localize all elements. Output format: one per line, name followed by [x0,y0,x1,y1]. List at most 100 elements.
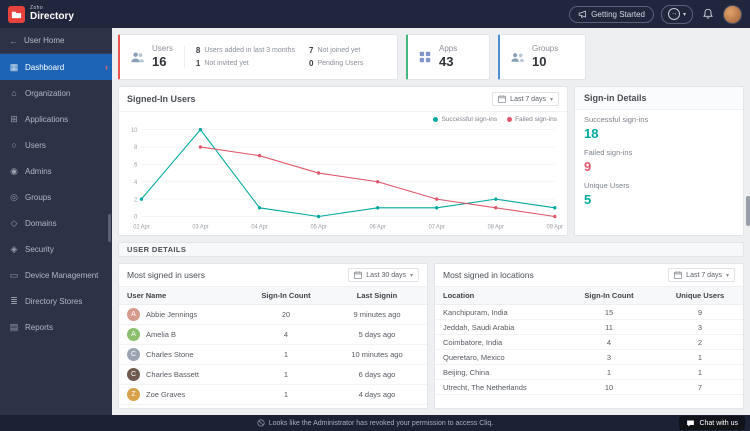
sidebar-item-applications[interactable]: ⊞ Applications [0,106,112,132]
table-row[interactable]: Beijing, China 1 1 [435,364,743,380]
sidebar-item-groups[interactable]: ◎ Groups [0,184,112,210]
user-name: Charles Bassett [146,370,199,379]
legend-item[interactable]: Failed sign-ins [507,116,557,123]
dashboard-icon: ▦ [9,61,19,72]
locations-table-header-row: Location Sign-In Count Unique Users [435,286,743,305]
groups-stat-label: Groups [532,43,559,53]
signin-count: 15 [561,304,657,320]
users-table-title: Most signed in users [127,270,205,280]
chat-with-us-button[interactable]: Chat with us [679,416,745,430]
stats-row: Users 16 8 Users added in last 3 months 7 N… [118,34,744,80]
megaphone-icon [578,10,587,18]
chart-range-label: Last 7 days [510,95,546,103]
chevron-down-icon: ▾ [682,11,686,18]
column-header-unique-users[interactable]: Unique Users [657,286,743,305]
signin-detail-value: 5 [584,192,592,207]
table-row[interactable]: Z Zoe Graves 1 4 days ago [119,384,427,405]
sidebar-item-users[interactable]: ○ Users [0,132,112,158]
table-row[interactable]: C Charles Bassett 1 6 days ago [119,364,427,385]
main-row: ← User Home ▦ Dashboard › ⌂ Organization ⊞ App… [0,28,750,415]
svg-text:4: 4 [134,180,138,186]
location-name: Queretaro, Mexico [435,349,561,365]
detail-text: Pending Users [317,60,364,67]
chart-legend: Successful sign-ins Failed sign-ins [119,112,567,123]
arrow-circle-icon: → [667,8,680,20]
last-signin: 9 minutes ago [327,304,427,325]
sidebar-item-dashboard[interactable]: ▦ Dashboard › [0,54,112,80]
last-signin: 10 minutes ago [327,344,427,365]
topbar: Zoho Directory Getting Started → ▾ [0,0,750,28]
sidebar-item-device-management[interactable]: ▭ Device Management [0,262,112,288]
column-header-user-name[interactable]: User Name [119,286,245,305]
groups-stat-card[interactable]: Groups 10 [498,34,586,80]
user-portal-pill[interactable]: → ▾ [660,4,693,24]
table-row[interactable]: Coimbatore, India 4 2 [435,334,743,350]
last-signin: 5 days ago [327,324,427,345]
user-name: Abbie Jennings [146,310,198,319]
users-table-body: A Abbie Jennings 20 9 minutes ago A Amelia B 4… [119,304,427,405]
device-management-icon: ▭ [9,269,19,280]
security-icon: ◈ [10,243,18,254]
svg-text:03 Apr: 03 Apr [192,224,208,230]
sidebar-user-home[interactable]: ← User Home [0,28,112,54]
page-scrollbar[interactable] [746,196,750,226]
table-row[interactable]: Jeddah, Saudi Arabia 11 3 [435,319,743,335]
sidebar-scrollbar[interactable] [108,214,111,242]
table-row[interactable]: C Charles Stone 1 10 minutes ago [119,344,427,365]
detail-text: Not joined yet [317,47,361,54]
zoho-directory-logo[interactable]: Zoho Directory [8,5,74,23]
location-name: Kanchipuram, India [435,304,561,320]
sidebar-item-label: Reports [25,322,54,332]
column-header-location[interactable]: Location [435,286,561,305]
svg-text:10: 10 [131,128,138,134]
sidebar-item-organization[interactable]: ⌂ Organization [0,80,112,106]
chevron-down-icon: ▾ [725,272,729,279]
legend-item[interactable]: Successful sign-ins [433,116,497,123]
users-table-header-row: User Name Sign-In Count Last Signin [119,286,427,305]
user-avatar: Z [127,388,140,401]
column-header-sign-in-count[interactable]: Sign-In Count [245,286,327,305]
getting-started-button[interactable]: Getting Started [569,5,654,23]
signin-detail-label: Unique Users [584,181,630,190]
last-signin: 6 days ago [327,364,427,385]
table-row[interactable]: Kanchipuram, India 15 9 [435,304,743,320]
groups-stat-value: 10 [532,53,547,69]
table-row[interactable]: A Abbie Jennings 20 9 minutes ago [119,304,427,325]
sidebar-item-label: Directory Stores [25,296,83,306]
sidebar-item-admins[interactable]: ◉ Admins [0,158,112,184]
sidebar-item-directory-stores[interactable]: ≣ Directory Stores [0,288,112,314]
directory-stores-icon: ≣ [10,295,18,306]
sidebar-items: ▦ Dashboard › ⌂ Organization ⊞ Applications ○ Us… [0,54,112,340]
user-avatar: A [127,308,140,321]
notifications-bell-icon[interactable] [700,6,716,22]
chevron-down-icon: ▾ [409,272,413,279]
users-table-range-dropdown[interactable]: Last 30 days ▾ [348,268,419,282]
users-card-detail: 7 Not joined yet [309,46,363,55]
chat-with-us-label: Chat with us [699,419,738,427]
apps-stat-label: Apps [439,43,458,53]
table-row[interactable]: Utrecht, The Netherlands 10 7 [435,379,743,395]
signin-chart: 0 2 4 6 8 10 02 Apr 03 Apr 04 Apr 05 Apr 06 Apr 07 … [119,123,567,235]
sidebar-item-domains[interactable]: ◇ Domains [0,210,112,236]
users-stat-card[interactable]: Users 16 8 Users added in last 3 months 7 N… [118,34,398,80]
locations-table-range-dropdown[interactable]: Last 7 days ▾ [668,268,735,282]
column-header-last-signin[interactable]: Last Signin [327,286,427,305]
users-stat: Users 16 [152,44,173,69]
sidebar-item-reports[interactable]: ▤ Reports [0,314,112,340]
apps-stat-card[interactable]: Apps 43 [406,34,490,80]
signin-details-list: Successful sign-ins 18 Failed sign-ins 9 Uni… [575,110,743,209]
chart-range-dropdown[interactable]: Last 7 days ▾ [492,92,559,106]
brand-prefix: Zoho [30,5,43,11]
footer-message-text: Looks like the Administrator has revoked… [268,419,494,427]
sidebar-item-security[interactable]: ◈ Security [0,236,112,262]
user-name: Amelia B [146,330,177,339]
signed-in-users-panel: Signed-In Users Last 7 days ▾ Successful… [118,86,568,236]
table-row[interactable]: Queretaro, Mexico 3 1 [435,349,743,365]
column-header-sign-in-count[interactable]: Sign-In Count [561,286,657,305]
user-avatar[interactable] [723,4,742,24]
domains-icon: ◇ [10,217,18,228]
calendar-icon [354,271,363,279]
users-card-detail: 8 Users added in last 3 months [196,46,295,55]
svg-text:0: 0 [134,215,138,221]
